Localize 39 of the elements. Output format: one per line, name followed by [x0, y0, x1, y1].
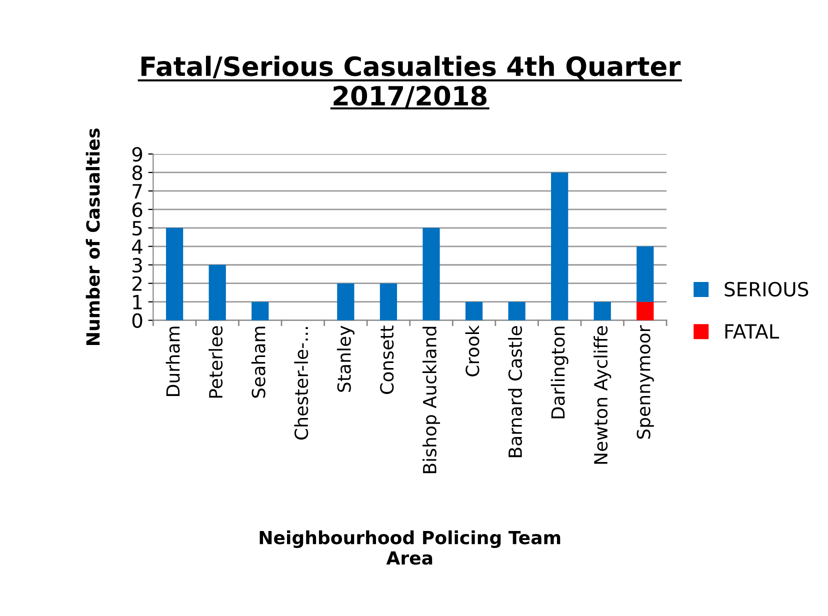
chart-title: Fatal/Serious Casualties 4th Quarter 2017/2018	[141, 56, 681, 108]
bar	[636, 246, 654, 302]
x-tick-label: Durham	[166, 326, 180, 396]
x-tick-label: Bishop Auckland	[422, 326, 440, 474]
bar	[166, 228, 184, 320]
x-tick-label: Peterlee	[208, 326, 223, 398]
y-tick-label: 6	[132, 202, 142, 218]
y-tick-label: 4	[132, 240, 142, 254]
y-tick-label: 8	[132, 165, 142, 180]
x-tick-label: Consett	[380, 326, 394, 394]
x-tick-label: Chester-le-...	[294, 327, 308, 440]
legend-label: FATAL	[725, 324, 780, 338]
x-tick-label: Stanley	[336, 326, 354, 392]
y-tick-label: 7	[132, 184, 142, 198]
x-tick-label: Darlington	[550, 326, 568, 418]
y-tick-label: 9	[132, 146, 142, 162]
y-tick-label: 2	[132, 276, 142, 291]
x-tick-label: Barnard Castle	[508, 326, 522, 458]
y-tick-label: 0	[132, 313, 142, 328]
x-tick-label: Seaham	[251, 326, 266, 398]
legend-label: SERIOUS	[724, 282, 808, 297]
bar	[465, 302, 483, 320]
y-tick-label: 3	[132, 258, 142, 273]
bar	[208, 264, 226, 320]
bar	[380, 283, 398, 320]
x-tick-label: Newton Aycliffe	[594, 326, 612, 464]
bar	[422, 228, 440, 320]
bar	[551, 172, 568, 320]
bar	[508, 302, 526, 320]
y-axis-title: Number of Casualties	[86, 128, 100, 345]
bar	[594, 302, 611, 320]
y-tick-label: 5	[132, 221, 142, 236]
bar	[337, 283, 354, 320]
bar	[636, 302, 654, 320]
x-tick-label: Crook	[465, 325, 480, 376]
bar	[252, 302, 269, 320]
x-tick-label: Spennymoor	[636, 325, 654, 439]
y-tick-label: 1	[133, 295, 142, 310]
x-axis-title: Neighbourhood Policing Team Area	[260, 530, 560, 565]
